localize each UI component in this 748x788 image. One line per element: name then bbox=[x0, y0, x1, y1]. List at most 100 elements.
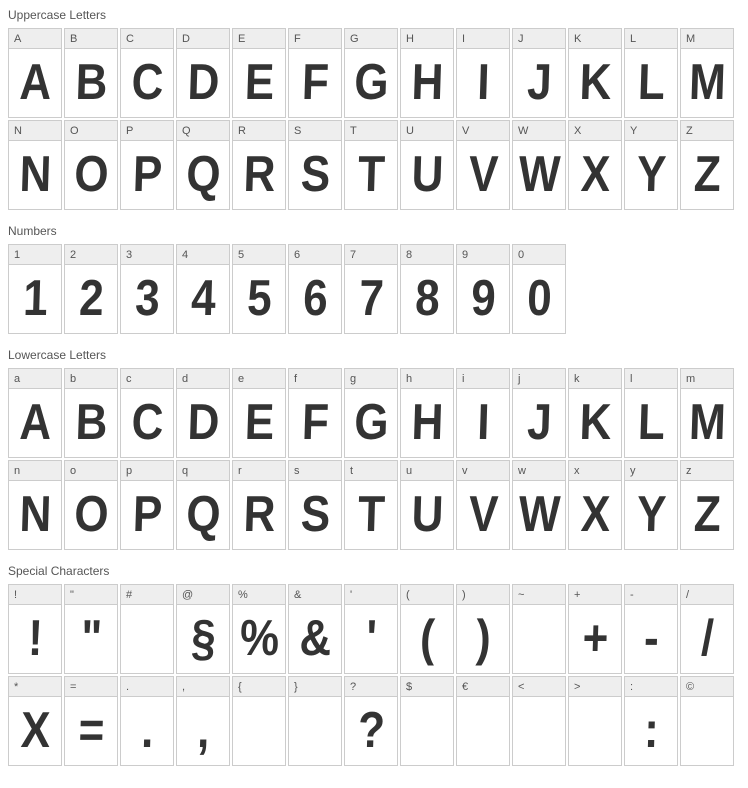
glyph-cell[interactable]: QQ bbox=[176, 120, 230, 210]
glyph-cell[interactable]: @§ bbox=[176, 584, 230, 674]
glyph-cell[interactable]: XX bbox=[568, 120, 622, 210]
glyph-cell[interactable]: VV bbox=[456, 120, 510, 210]
glyph-cell[interactable]: '' bbox=[344, 584, 398, 674]
glyph-display: 5 bbox=[232, 260, 286, 338]
glyph-cell[interactable]: oO bbox=[64, 460, 118, 550]
glyph-cell[interactable]: eE bbox=[232, 368, 286, 458]
glyph-cell[interactable]: gG bbox=[344, 368, 398, 458]
glyph-display: Q bbox=[176, 476, 230, 554]
glyph-cell[interactable]: tT bbox=[344, 460, 398, 550]
glyph-cell[interactable]: JJ bbox=[512, 28, 566, 118]
glyph-display: X bbox=[8, 692, 62, 770]
glyph-cell[interactable]: RR bbox=[232, 120, 286, 210]
glyph-display: O bbox=[64, 476, 118, 554]
glyph-cell[interactable]: nN bbox=[8, 460, 62, 550]
glyph-display: & bbox=[288, 600, 342, 678]
glyph-cell[interactable]: "" bbox=[64, 584, 118, 674]
glyph-display: Z bbox=[680, 136, 734, 214]
glyph-cell[interactable]: EE bbox=[232, 28, 286, 118]
glyph-cell[interactable]: 11 bbox=[8, 244, 62, 334]
glyph-display: B bbox=[64, 44, 118, 122]
glyph-display: K bbox=[568, 44, 622, 122]
glyph-display: G bbox=[344, 44, 398, 122]
glyph-cell[interactable]: && bbox=[288, 584, 342, 674]
glyph-cell[interactable]: -- bbox=[624, 584, 678, 674]
glyph-cell[interactable]: )) bbox=[456, 584, 510, 674]
glyph-cell[interactable]: ++ bbox=[568, 584, 622, 674]
glyph-display: ? bbox=[344, 692, 398, 770]
glyph-display bbox=[512, 692, 566, 770]
glyph-cell[interactable]: aA bbox=[8, 368, 62, 458]
glyph-cell[interactable]: zZ bbox=[680, 460, 734, 550]
glyph-cell[interactable]: SS bbox=[288, 120, 342, 210]
glyph-display: - bbox=[624, 600, 678, 678]
glyph-cell[interactable]: hH bbox=[400, 368, 454, 458]
glyph-cell[interactable]: HH bbox=[400, 28, 454, 118]
glyph-display: + bbox=[568, 600, 622, 678]
glyph-display: 7 bbox=[344, 260, 398, 338]
glyph-cell[interactable]: cC bbox=[120, 368, 174, 458]
glyph-cell[interactable]: 44 bbox=[176, 244, 230, 334]
glyph-cell[interactable]: 00 bbox=[512, 244, 566, 334]
glyph-cell[interactable]: qQ bbox=[176, 460, 230, 550]
glyph-cell[interactable]: BB bbox=[64, 28, 118, 118]
glyph-cell[interactable]: fF bbox=[288, 368, 342, 458]
glyph-cell[interactable]: xX bbox=[568, 460, 622, 550]
glyph-cell[interactable]: pP bbox=[120, 460, 174, 550]
glyph-cell[interactable]: ~ bbox=[512, 584, 566, 674]
glyph-display: V bbox=[456, 476, 510, 554]
glyph-display: S bbox=[288, 476, 342, 554]
glyph-cell[interactable]: UU bbox=[400, 120, 454, 210]
glyph-cell[interactable]: mM bbox=[680, 368, 734, 458]
glyph-cell[interactable]: CC bbox=[120, 28, 174, 118]
glyph-cell[interactable]: %% bbox=[232, 584, 286, 674]
glyph-display: R bbox=[232, 136, 286, 214]
glyph-cell[interactable]: lL bbox=[624, 368, 678, 458]
glyph-cell[interactable]: wW bbox=[512, 460, 566, 550]
glyph-cell[interactable]: YY bbox=[624, 120, 678, 210]
glyph-cell[interactable]: 55 bbox=[232, 244, 286, 334]
glyph-cell[interactable]: OO bbox=[64, 120, 118, 210]
glyph-display: D bbox=[176, 44, 230, 122]
glyph-cell[interactable]: !! bbox=[8, 584, 62, 674]
glyph-cell[interactable]: 66 bbox=[288, 244, 342, 334]
glyph-cell[interactable]: sS bbox=[288, 460, 342, 550]
glyph-cell[interactable]: DD bbox=[176, 28, 230, 118]
glyph-cell[interactable]: PP bbox=[120, 120, 174, 210]
glyph-cell[interactable]: ZZ bbox=[680, 120, 734, 210]
glyph-cell[interactable]: // bbox=[680, 584, 734, 674]
glyph-cell[interactable]: NN bbox=[8, 120, 62, 210]
glyph-cell[interactable]: 33 bbox=[120, 244, 174, 334]
glyph-cell[interactable]: LL bbox=[624, 28, 678, 118]
glyph-cell[interactable]: uU bbox=[400, 460, 454, 550]
section-title: Special Characters bbox=[8, 564, 740, 578]
glyph-cell[interactable]: # bbox=[120, 584, 174, 674]
glyph-cell[interactable]: (( bbox=[400, 584, 454, 674]
glyph-display bbox=[232, 692, 286, 770]
glyph-display bbox=[288, 692, 342, 770]
glyph-cell[interactable]: 88 bbox=[400, 244, 454, 334]
glyph-cell[interactable]: kK bbox=[568, 368, 622, 458]
glyph-cell[interactable]: II bbox=[456, 28, 510, 118]
glyph-display bbox=[680, 692, 734, 770]
glyph-cell[interactable]: jJ bbox=[512, 368, 566, 458]
glyph-cell[interactable]: 22 bbox=[64, 244, 118, 334]
glyph-cell[interactable]: KK bbox=[568, 28, 622, 118]
glyph-cell[interactable]: AA bbox=[8, 28, 62, 118]
glyph-display: ) bbox=[456, 600, 510, 678]
glyph-cell[interactable]: bB bbox=[64, 368, 118, 458]
glyph-cell[interactable]: dD bbox=[176, 368, 230, 458]
glyph-cell[interactable]: yY bbox=[624, 460, 678, 550]
glyph-cell[interactable]: vV bbox=[456, 460, 510, 550]
glyph-cell[interactable]: TT bbox=[344, 120, 398, 210]
glyph-cell[interactable]: FF bbox=[288, 28, 342, 118]
glyph-cell[interactable]: 77 bbox=[344, 244, 398, 334]
glyph-cell[interactable]: 99 bbox=[456, 244, 510, 334]
glyph-cell[interactable]: MM bbox=[680, 28, 734, 118]
glyph-cell[interactable]: GG bbox=[344, 28, 398, 118]
glyph-row: 11223344556677889900 bbox=[8, 244, 740, 334]
glyph-cell[interactable]: WW bbox=[512, 120, 566, 210]
glyph-cell[interactable]: rR bbox=[232, 460, 286, 550]
section-3: Special Characters!!""#@§%%&&''(())~++--… bbox=[8, 564, 740, 766]
glyph-cell[interactable]: iI bbox=[456, 368, 510, 458]
